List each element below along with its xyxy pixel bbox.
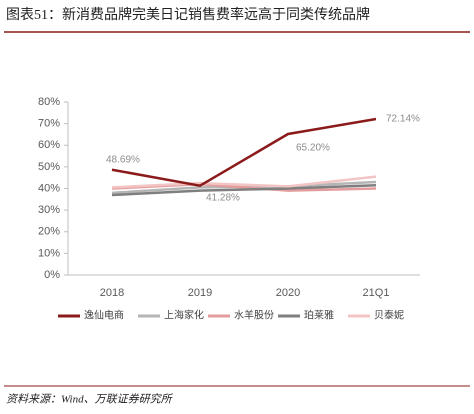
legend-label: 水羊股份 bbox=[234, 309, 274, 322]
y-tick-label: 40% bbox=[38, 182, 60, 194]
data-label: 65.20% bbox=[296, 143, 330, 154]
series-line bbox=[112, 119, 376, 186]
y-tick-label: 60% bbox=[38, 139, 60, 151]
legend-label: 贝泰妮 bbox=[374, 309, 404, 322]
x-tick-label: 2018 bbox=[100, 287, 124, 299]
y-tick-label: 50% bbox=[38, 161, 60, 173]
x-tick-label: 2019 bbox=[188, 287, 212, 299]
y-tick-label: 70% bbox=[38, 118, 60, 130]
legend-label: 珀莱雅 bbox=[304, 309, 334, 322]
data-label: 48.69% bbox=[106, 154, 140, 165]
y-tick-label: 20% bbox=[38, 226, 60, 238]
chart-title: 图表51：新消费品牌完美日记销售费率远高于同类传统品牌 bbox=[6, 6, 370, 23]
legend-label: 逸仙电商 bbox=[84, 309, 124, 322]
data-label: 41.28% bbox=[206, 192, 240, 203]
y-tick-label: 10% bbox=[38, 247, 60, 259]
x-tick-label: 2020 bbox=[276, 287, 300, 299]
source: 资料来源：Wind、万联证券研究所 bbox=[6, 393, 174, 406]
y-tick-label: 0% bbox=[44, 269, 60, 281]
y-tick-label: 80% bbox=[38, 96, 60, 108]
x-tick-label: 21Q1 bbox=[363, 287, 390, 299]
legend-label: 上海家化 bbox=[164, 309, 204, 322]
y-tick-label: 30% bbox=[38, 204, 60, 216]
data-label: 72.14% bbox=[386, 114, 420, 125]
